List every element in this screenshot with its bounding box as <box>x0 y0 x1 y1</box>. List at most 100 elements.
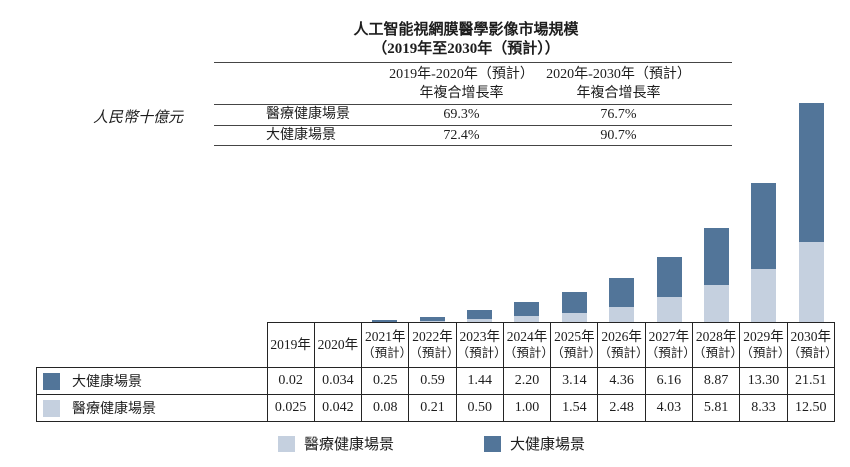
year-column-header: 2025年 （預計） <box>550 322 599 368</box>
cagr-row-big-health: 大健康場景 72.4% 90.7% <box>214 125 732 146</box>
value-cell: 21.51 <box>786 367 836 395</box>
bar-segment-大健康場景 <box>704 227 729 286</box>
year-column-header: 2021年 （預計） <box>361 322 410 368</box>
big-health-swatch-icon <box>43 373 60 390</box>
value-cell: 3.14 <box>550 367 599 395</box>
value-cell: 8.87 <box>692 367 741 395</box>
cagr-value: 76.7% <box>539 104 732 126</box>
bar-segment-醫療健康場景 <box>798 242 824 323</box>
cagr-row-medical: 醫療健康場景 69.3% 76.7% <box>214 104 732 126</box>
chart-legend: 醫療健康場景 大健康場景 <box>278 433 585 454</box>
bar-segment-醫療健康場景 <box>561 312 587 323</box>
cagr-header-row: 2019年-2020年（預計） 年複合增長率 2020年-2030年（預計） 年… <box>214 62 732 105</box>
data-table: 2019年 2020年 2021年 （預計） 2022年 （預計） 2023年 （預計） 202… <box>36 322 836 422</box>
row-label-cell: 大健康場景 <box>36 367 268 395</box>
bar-segment-大健康場景 <box>656 256 682 297</box>
chart-title-line2: （2019年至2030年（預計）） <box>372 41 560 57</box>
cagr-value: 69.3% <box>384 104 539 126</box>
table-row: 大健康場景 0.02 0.034 0.25 0.59 1.44 2.20 3.14 4.36 6… <box>36 367 836 395</box>
bar-segment-醫療健康場景 <box>466 319 492 323</box>
cagr-table: 2019年-2020年（預計） 年複合增長率 2020年-2030年（預計） 年… <box>214 62 732 146</box>
year-column-header: 2027年 （預計） <box>644 322 694 368</box>
legend-label: 醫療健康場景 <box>304 437 395 453</box>
legend-label: 大健康場景 <box>510 437 586 453</box>
table-row: 醫療健康場景 0.025 0.042 0.08 0.21 0.50 1.00 1.54 2.4… <box>36 394 836 422</box>
value-cell: 0.02 <box>266 367 315 395</box>
legend-item-big-health: 大健康場景 <box>484 433 585 454</box>
bar-segment-大健康場景 <box>561 292 587 313</box>
value-cell: 0.50 <box>455 394 504 422</box>
stacked-bar-2023年（預計） <box>466 310 492 323</box>
medical-swatch-icon <box>278 435 295 452</box>
stacked-bar-2029年（預計） <box>751 183 777 323</box>
stacked-bar-2025年（預計） <box>561 292 587 323</box>
year-column-header: 2020年 <box>313 322 363 368</box>
year-column-header: 2028年 （預計） <box>692 322 741 368</box>
value-cell: 0.59 <box>408 367 457 395</box>
stacked-bar-2022年（預計） <box>419 317 445 323</box>
year-column-header: 2024年 （預計） <box>502 322 552 368</box>
cagr-col-header-2019-2020: 2019年-2020年（預計） 年複合增長率 <box>384 62 539 105</box>
value-cell: 0.21 <box>408 394 457 422</box>
legend-item-medical: 醫療健康場景 <box>278 433 394 454</box>
stacked-bar-chart <box>266 96 836 323</box>
value-cell: 2.48 <box>597 394 646 422</box>
stacked-bar-2027年（預計） <box>656 256 682 323</box>
bar-segment-大健康場景 <box>466 310 492 320</box>
value-cell: 13.30 <box>739 367 788 395</box>
cagr-value: 72.4% <box>384 125 539 146</box>
data-table-blank-corner <box>37 323 268 368</box>
year-column-header: 2026年 （預計） <box>597 322 646 368</box>
cagr-row-label: 大健康場景 <box>214 125 384 146</box>
value-cell: 1.54 <box>550 394 599 422</box>
value-cell: 5.81 <box>692 394 741 422</box>
y-axis-unit-label: 人民幣十億元 <box>93 110 184 126</box>
value-cell: 0.034 <box>313 367 363 395</box>
bar-segment-醫療健康場景 <box>751 268 777 323</box>
bar-segment-大健康場景 <box>372 320 397 322</box>
bar-segment-大健康場景 <box>751 183 777 269</box>
value-cell: 12.50 <box>786 394 836 422</box>
year-column-header: 2029年 （預計） <box>739 322 788 368</box>
bar-segment-大健康場景 <box>514 301 540 317</box>
stacked-bar-2026年（預計） <box>609 278 635 323</box>
stacked-bar-2028年（預計） <box>704 227 729 323</box>
bar-segment-醫療健康場景 <box>609 306 635 323</box>
bar-segment-大健康場景 <box>798 103 824 242</box>
value-cell: 0.025 <box>266 394 315 422</box>
value-cell: 0.25 <box>361 367 410 395</box>
big-health-swatch-icon <box>484 435 502 452</box>
chart-title-line1: 人工智能視網膜醫學影像市場規模 <box>353 22 579 38</box>
bar-segment-醫療健康場景 <box>514 316 540 323</box>
cagr-header-blank <box>214 62 384 105</box>
value-cell: 8.33 <box>739 394 788 422</box>
row-label-cell: 醫療健康場景 <box>36 394 268 422</box>
chart-title: 人工智能視網膜醫學影像市場規模 （2019年至2030年（預計）） <box>233 21 699 59</box>
year-column-header: 2023年 （預計） <box>455 322 504 368</box>
value-cell: 0.042 <box>313 394 363 422</box>
value-cell: 4.03 <box>644 394 694 422</box>
medical-swatch-icon <box>43 400 60 417</box>
value-cell: 6.16 <box>644 367 694 395</box>
value-cell: 4.36 <box>597 367 646 395</box>
bar-segment-大健康場景 <box>609 278 635 307</box>
stacked-bar-2024年（預計） <box>514 301 540 323</box>
cagr-row-label: 醫療健康場景 <box>214 104 384 126</box>
year-column-header: 2030年 （預計） <box>786 322 836 368</box>
year-column-header: 2022年 （預計） <box>408 322 457 368</box>
value-cell: 1.00 <box>502 394 552 422</box>
cagr-value: 90.7% <box>539 125 732 146</box>
bar-segment-醫療健康場景 <box>656 296 682 323</box>
year-column-header: 2019年 <box>266 322 315 368</box>
bar-segment-大健康場景 <box>419 317 445 322</box>
value-cell: 1.44 <box>455 367 504 395</box>
cagr-col-header-2020-2030: 2020年-2030年（預計） 年複合增長率 <box>539 62 732 105</box>
value-cell: 2.20 <box>502 367 552 395</box>
stacked-bar-2030年（預計） <box>798 103 824 323</box>
row-label: 醫療健康場景 <box>72 402 156 417</box>
bar-segment-醫療健康場景 <box>704 285 729 323</box>
value-cell: 0.08 <box>361 394 410 422</box>
bar-segment-醫療健康場景 <box>419 321 445 323</box>
row-label: 大健康場景 <box>72 375 142 390</box>
